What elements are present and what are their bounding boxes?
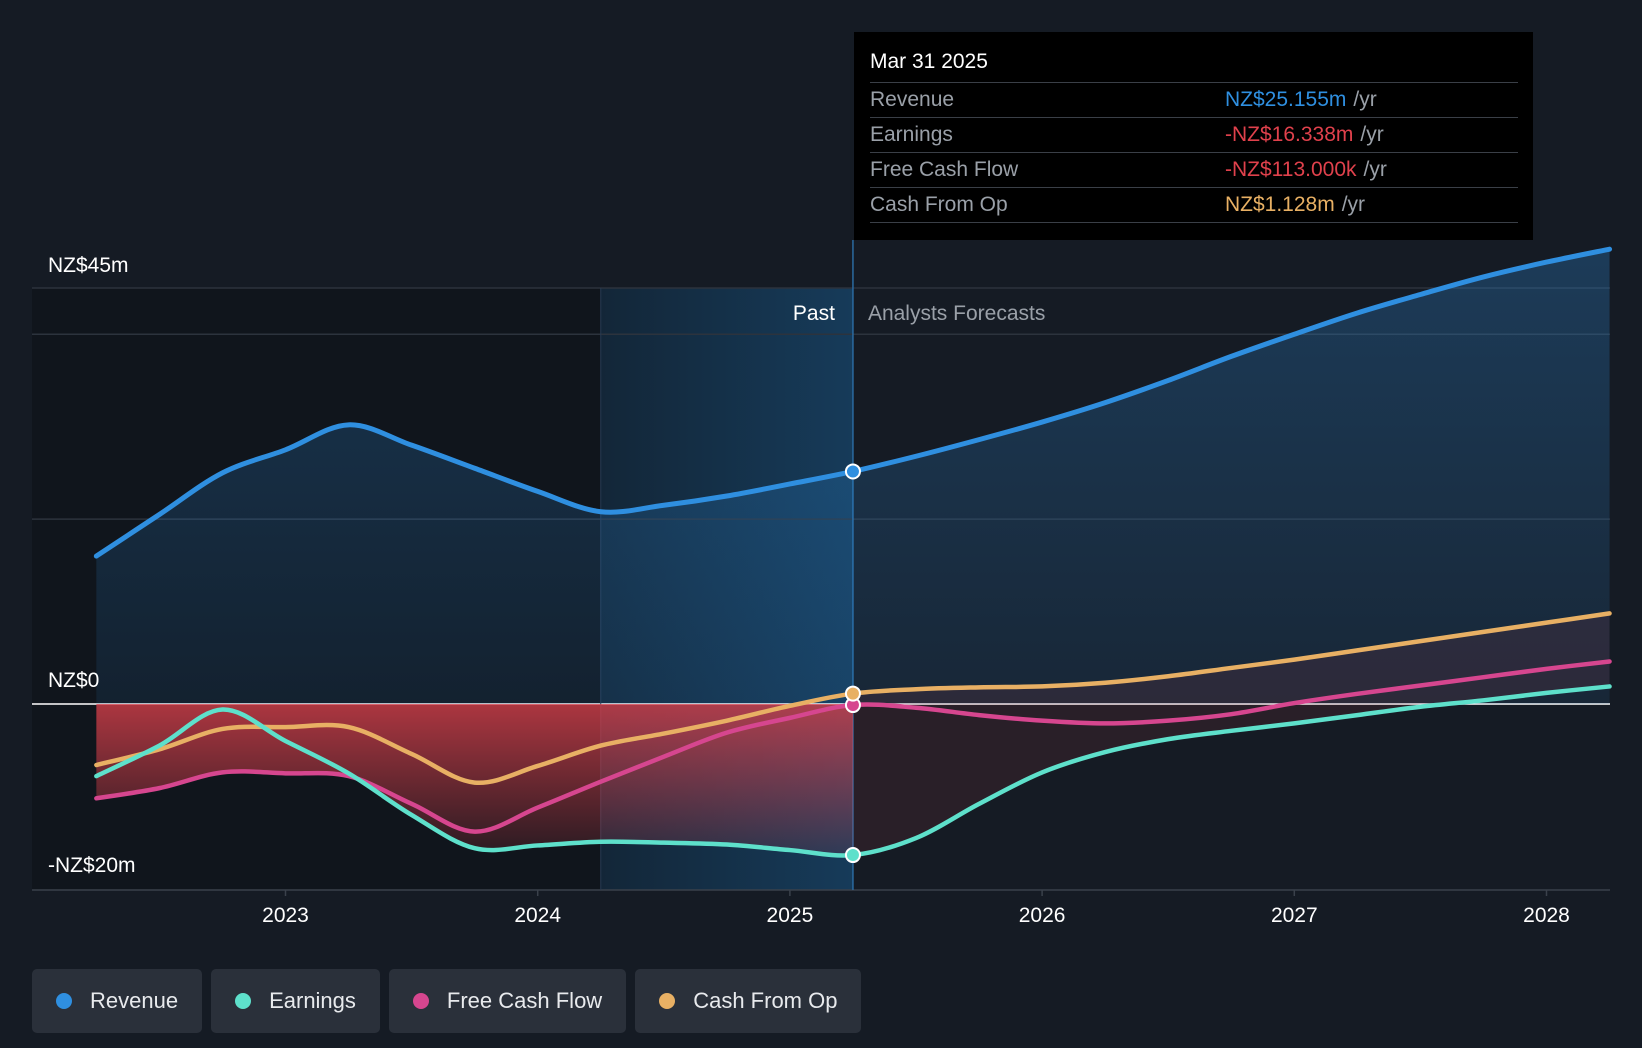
legend: Revenue Earnings Free Cash Flow Cash Fro… [32, 969, 862, 1033]
tooltip-value: NZ$1.128m [1225, 193, 1335, 216]
legend-label: Earnings [269, 988, 356, 1013]
legend-label: Cash From Op [693, 988, 838, 1013]
tooltip-value: -NZ$16.338m [1225, 123, 1354, 146]
tooltip-unit: /yr [1353, 88, 1377, 111]
tooltip: Mar 31 2025 Revenue NZ$25.155m/yr Earnin… [854, 32, 1533, 240]
legend-label: Revenue [90, 988, 179, 1013]
tooltip-unit: /yr [1341, 193, 1366, 216]
tooltip-row: Cash From Op NZ$1.128m/yr [870, 187, 1518, 223]
forecast-label: Analysts Forecasts [868, 302, 1045, 325]
tooltip-date: Mar 31 2025 [870, 50, 988, 73]
tooltip-unit: /yr [1360, 123, 1384, 146]
y-tick-label: NZ$0 [48, 669, 99, 692]
tooltip-value-wrap: NZ$25.155m/yr [1225, 83, 1377, 117]
tooltip-value-wrap: -NZ$16.338m/yr [1225, 118, 1384, 152]
tooltip-value-wrap: -NZ$113.000k/yr [1225, 153, 1387, 187]
x-tick-label: 2023 [262, 904, 309, 927]
legend-item-earnings[interactable]: Earnings [211, 969, 380, 1033]
x-tick-label: 2024 [514, 904, 561, 927]
free-cash-flow-line [94, 659, 1612, 834]
revenue-marker [844, 463, 861, 480]
past-label: Past [793, 302, 835, 325]
tooltip-label: Free Cash Flow [870, 158, 1019, 181]
earnings-marker [844, 847, 861, 864]
x-tick-label: 2027 [1271, 904, 1318, 927]
cash-from-op-line [94, 611, 1612, 785]
y-tick-label: -NZ$20m [48, 854, 136, 877]
tooltip-label: Cash From Op [870, 193, 1008, 216]
tooltip-row: Revenue NZ$25.155m/yr [870, 82, 1518, 117]
free-cash-flow-dot-icon [412, 993, 429, 1009]
legend-label: Free Cash Flow [446, 988, 603, 1013]
tooltip-label: Earnings [870, 123, 953, 146]
revenue-dot-icon [56, 993, 72, 1009]
earnings-dot-icon [235, 993, 252, 1009]
tooltip-value-wrap: NZ$1.128m/yr [1225, 188, 1365, 222]
forecast-band-area [852, 613, 1610, 856]
tooltip-rows: Revenue NZ$25.155m/yr Earnings -NZ$16.33… [870, 82, 1518, 223]
tooltip-value: NZ$25.155m [1225, 88, 1347, 111]
tooltip-row: Free Cash Flow -NZ$113.000k/yr [870, 152, 1518, 187]
legend-item-revenue[interactable]: Revenue [32, 969, 203, 1033]
legend-item-cash-from-op[interactable]: Cash From Op [635, 969, 862, 1033]
legend-item-free-cash-flow[interactable]: Free Cash Flow [388, 969, 627, 1033]
x-tick-label: 2026 [1019, 904, 1066, 927]
x-tick-label: 2028 [1523, 904, 1570, 927]
tooltip-value: -NZ$113.000k [1225, 158, 1357, 181]
tooltip-label: Revenue [870, 88, 955, 111]
tooltip-row: Earnings -NZ$16.338m/yr [870, 117, 1518, 152]
cash-from-op-marker [844, 685, 861, 702]
tooltip-unit: /yr [1363, 158, 1387, 181]
x-tick-label: 2025 [767, 904, 814, 927]
cash-from-op-dot-icon [659, 993, 676, 1009]
y-tick-label: NZ$45m [48, 254, 129, 277]
